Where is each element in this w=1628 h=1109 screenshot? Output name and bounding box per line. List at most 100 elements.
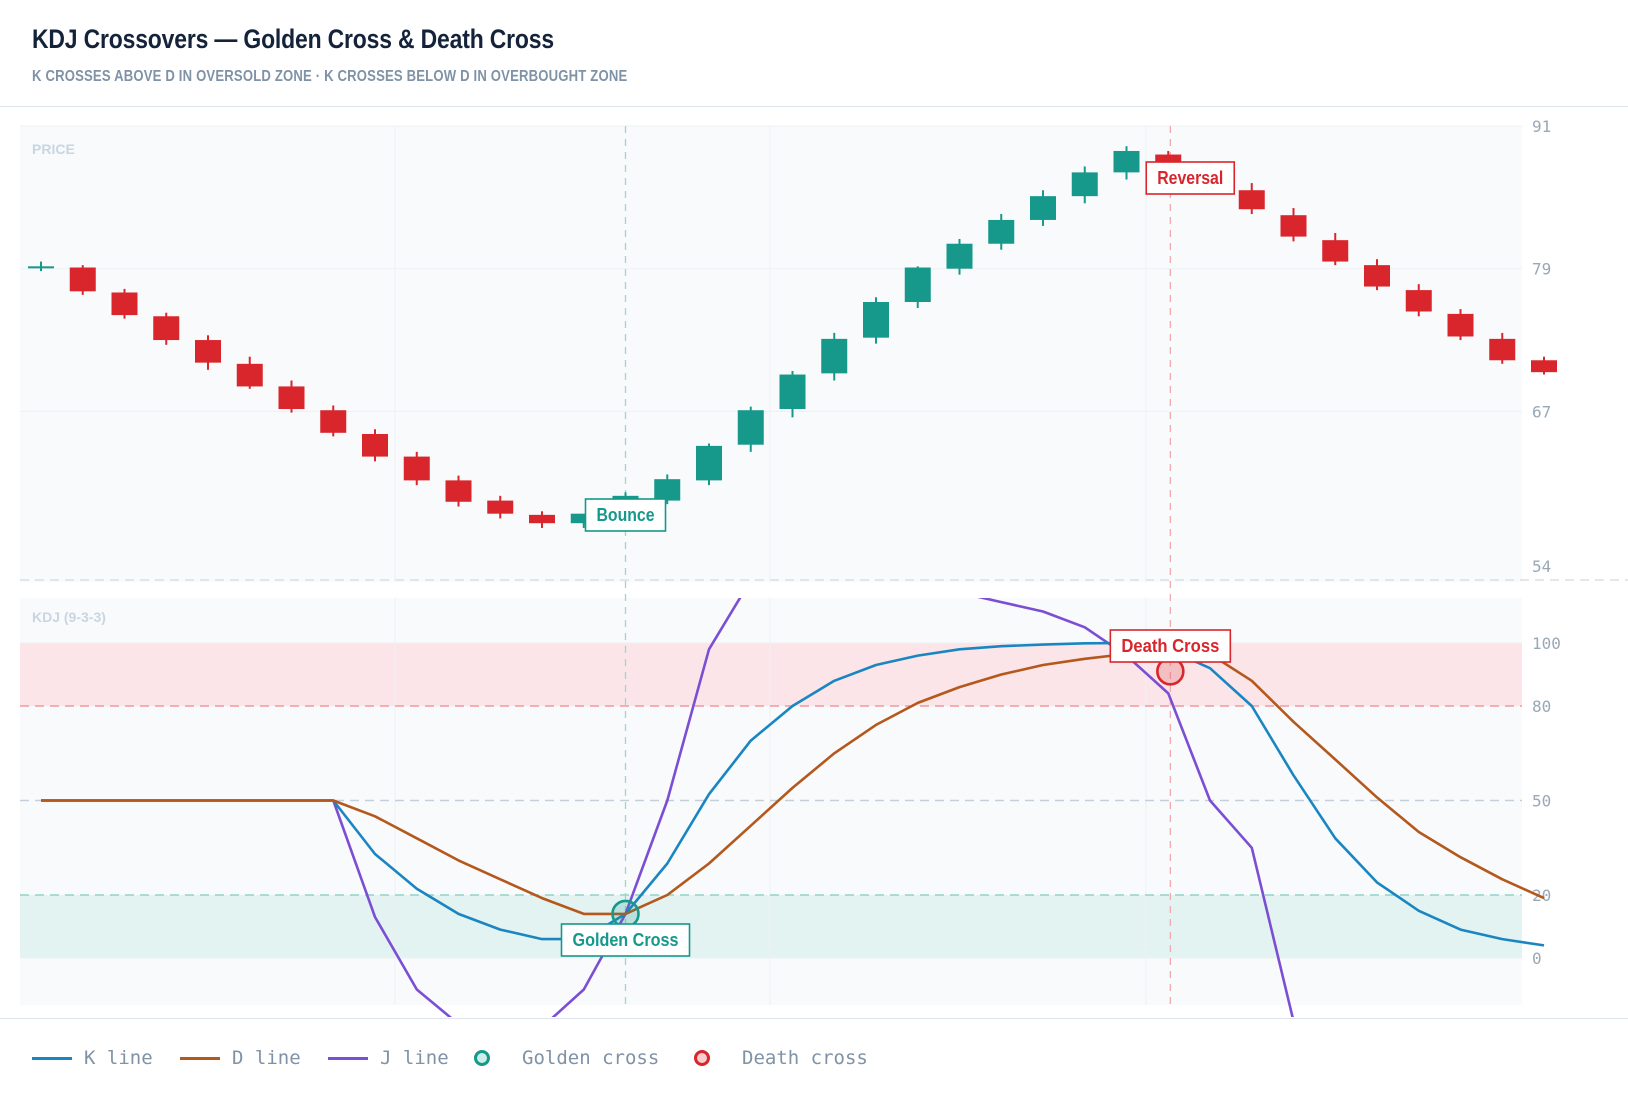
legend-swatch <box>694 1050 710 1066</box>
bounce-annotation: Bounce <box>584 498 667 532</box>
candle <box>821 332 848 381</box>
kdj-tick-label: 80 <box>1532 697 1551 716</box>
legend: K line D line J line Golden cross Death cros… <box>0 1018 1628 1109</box>
reversal-annotation-box <box>1145 161 1236 195</box>
legend-item-death-cross: Death cross <box>694 1045 868 1071</box>
candle <box>195 335 221 370</box>
candle <box>570 513 597 528</box>
legend-swatch <box>474 1050 490 1066</box>
candle-body <box>403 456 430 481</box>
candle-body <box>320 410 347 433</box>
candle-body <box>988 219 1015 244</box>
candle-body <box>737 410 764 445</box>
candle <box>236 356 263 389</box>
candle-body <box>946 243 973 269</box>
candle <box>737 406 764 452</box>
legend-item-d-line: D line <box>180 1045 301 1071</box>
legend-swatch <box>180 1056 220 1060</box>
death-cross-annotation-box <box>1109 629 1232 663</box>
legend-label: K line <box>84 1047 153 1069</box>
candle <box>487 495 514 519</box>
reversal-annotation-text: Reversal <box>1157 168 1223 188</box>
candle-body <box>779 374 806 410</box>
candle <box>863 297 889 344</box>
candle-body <box>1531 360 1557 373</box>
candle-body <box>69 267 96 292</box>
candle <box>153 312 180 345</box>
overbought-zone <box>20 643 1522 706</box>
legend-swatch <box>328 1056 368 1060</box>
reversal-annotation: Reversal <box>1145 161 1236 195</box>
candle <box>111 288 138 319</box>
candle <box>779 370 806 418</box>
candle-body <box>195 340 221 363</box>
candle <box>1280 208 1307 242</box>
candle-body <box>570 513 597 524</box>
price-tick-label: 91 <box>1532 117 1551 136</box>
legend-label: D line <box>232 1047 301 1069</box>
bounce-annotation-box <box>584 498 667 532</box>
candle-body <box>1071 172 1098 197</box>
legend-item-k-line: K line <box>32 1045 153 1071</box>
candle <box>1030 190 1056 226</box>
d-line-series <box>41 649 1545 916</box>
price-tick-label: 67 <box>1532 402 1551 421</box>
candle-body <box>1364 265 1390 287</box>
candle <box>69 265 96 295</box>
candle-body <box>362 434 388 457</box>
candle-body <box>236 363 263 387</box>
candle <box>1447 309 1474 341</box>
price-panel-label: PRICE <box>32 141 75 157</box>
candle <box>28 261 54 272</box>
golden-cross-annotation: Golden Cross <box>560 923 691 957</box>
golden-cross-annotation-box <box>560 923 691 957</box>
candle <box>988 214 1015 250</box>
candle <box>654 474 681 505</box>
candle <box>1071 166 1098 204</box>
kdj-plot-area: 91 79 67 54 100 80 50 20 0 PRICE KDJ (9-3-3) Bounce… <box>20 117 1628 1017</box>
candle <box>1531 356 1557 375</box>
candle-body <box>863 302 889 338</box>
candle-body <box>696 445 722 481</box>
chart-title: KDJ Crossovers — Golden Cross & Death Cr… <box>32 24 554 54</box>
candle <box>904 266 931 308</box>
chart-subtitle: K CROSSES ABOVE D IN OVERSOLD ZONE · K C… <box>32 68 628 85</box>
candle-body <box>1489 338 1516 361</box>
candle <box>1489 332 1516 364</box>
candle-body <box>904 267 931 302</box>
legend-label: Death cross <box>742 1047 868 1069</box>
candle <box>529 511 555 528</box>
candle-body <box>111 292 138 316</box>
price-tick-label: 54 <box>1532 557 1551 576</box>
kdj-tick-label: 20 <box>1532 886 1551 905</box>
candle <box>445 475 472 507</box>
candle-body <box>153 316 180 341</box>
kdj-panel-label: KDJ (9-3-3) <box>32 609 106 625</box>
candle-body <box>821 338 848 374</box>
price-panel-background <box>20 126 1522 582</box>
candle-body <box>487 500 514 514</box>
candle-body <box>28 266 54 269</box>
candle <box>362 429 388 462</box>
candle <box>320 405 347 437</box>
candle-body <box>1238 190 1265 210</box>
legend-item-j-line: J line <box>328 1045 449 1071</box>
candle <box>1238 183 1265 214</box>
candle-body <box>654 479 681 501</box>
candle-body <box>1322 240 1349 262</box>
legend-item-golden-cross: Golden cross <box>474 1045 659 1071</box>
candle-body <box>1155 154 1182 163</box>
candle-body <box>529 514 555 524</box>
oversold-zone <box>20 895 1522 958</box>
candle-body <box>1113 150 1140 173</box>
death-cross-annotation-text: Death Cross <box>1121 636 1219 656</box>
legend-label: J line <box>380 1047 449 1069</box>
candle-body <box>278 386 305 410</box>
chart-header: KDJ Crossovers — Golden Cross & Death Cr… <box>0 0 1628 107</box>
price-tick-label: 79 <box>1532 260 1551 279</box>
candle <box>278 380 305 413</box>
legend-swatch <box>32 1056 72 1060</box>
golden-cross-annotation-text: Golden Cross <box>573 930 679 950</box>
kdj-tick-label: 100 <box>1532 634 1561 653</box>
legend-label: Golden cross <box>522 1047 660 1069</box>
